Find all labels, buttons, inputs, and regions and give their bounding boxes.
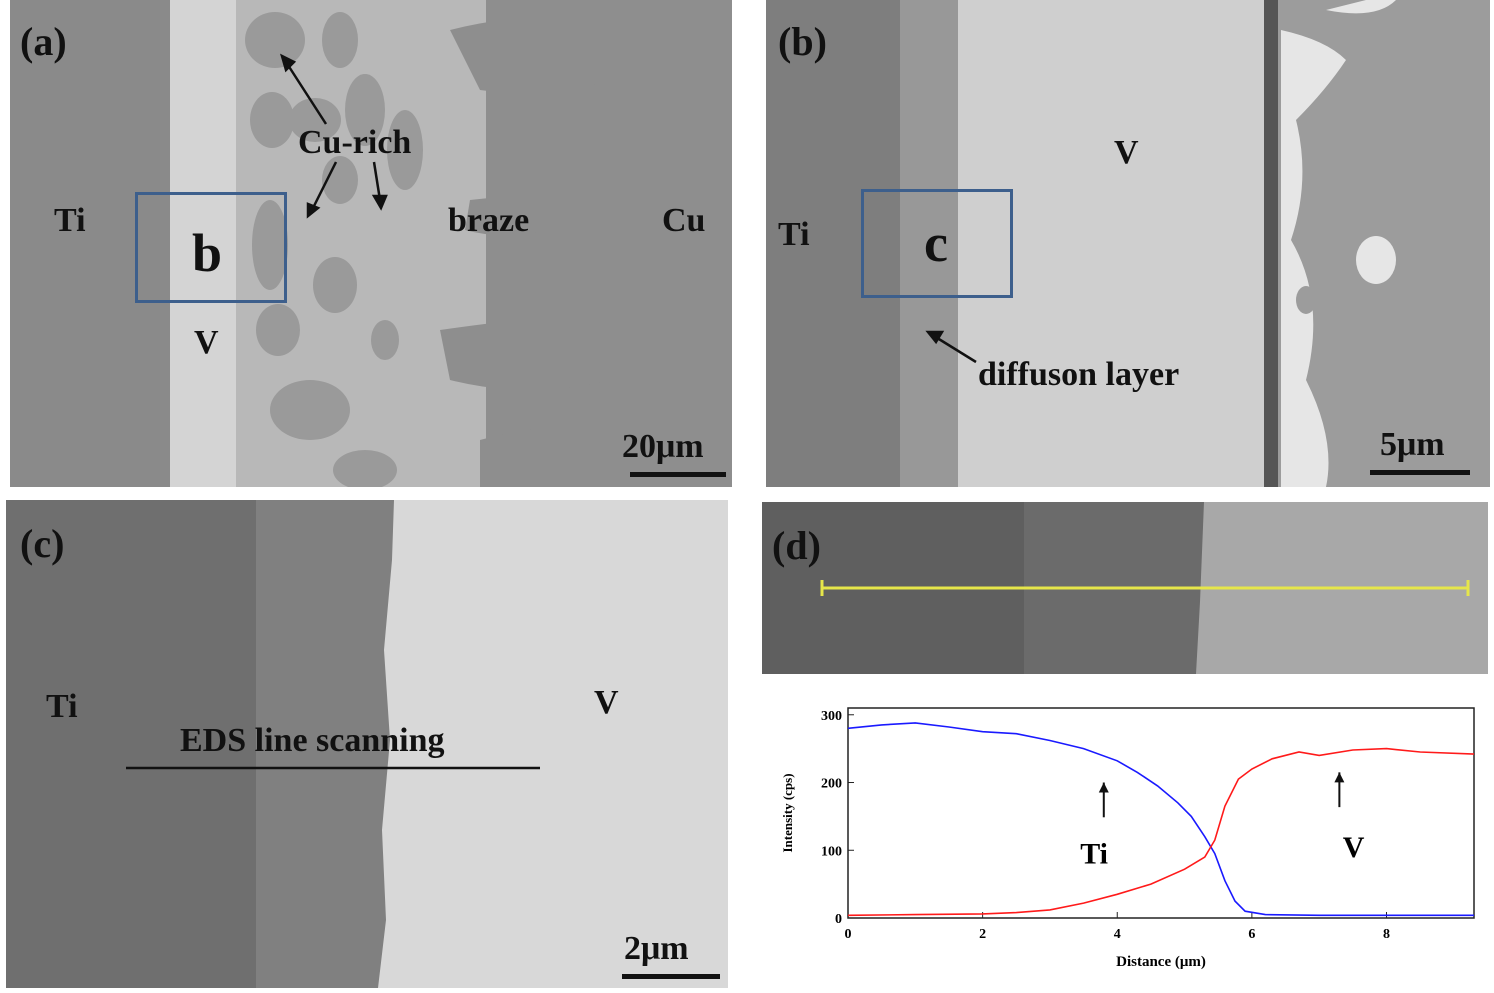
- panel-b-label: (b): [778, 19, 827, 64]
- scale-bar-b: [1370, 470, 1470, 475]
- zoom-box-b-label: b: [192, 223, 223, 283]
- x-axis-label: Distance (μm): [1116, 954, 1206, 970]
- label-v: V: [594, 684, 619, 721]
- series-line-ti: [847, 722, 1474, 917]
- y-tick-label: 0: [835, 912, 842, 927]
- eds-line-profile-chart: 0 2 4 6 8 0 100 200 300 Distance (μm) Intensity (c…: [762, 688, 1494, 988]
- scale-bar-a: [630, 472, 726, 477]
- label-v: V: [1114, 134, 1139, 171]
- y-tick-label: 300: [821, 709, 842, 724]
- x-tick-label: 6: [1248, 927, 1255, 942]
- panel-c-micrograph: [6, 500, 728, 988]
- panel-d-micrograph: [762, 502, 1488, 674]
- label-cu-rich: Cu-rich: [298, 124, 412, 161]
- x-tick-label: 0: [845, 927, 852, 942]
- x-tick-label: 4: [1114, 927, 1121, 942]
- panel-a: (a) Ti V Cu-rich braze Cu b 20μm: [10, 0, 732, 487]
- label-ti: Ti: [46, 688, 78, 725]
- label-ti: Ti: [778, 216, 810, 253]
- series-line-v: [847, 747, 1475, 917]
- plot-frame: [847, 707, 1475, 919]
- y-axis-label: Intensity (cps): [780, 773, 795, 852]
- panel-d-label: (d): [772, 523, 821, 568]
- annotation-label-v: V: [1343, 831, 1365, 864]
- panel-d: (d): [762, 502, 1488, 674]
- panel-b-micrograph: [766, 0, 1490, 487]
- panel-a-label: (a): [20, 19, 67, 64]
- label-v: V: [194, 324, 219, 361]
- panel-a-micrograph: [10, 0, 732, 487]
- annotation-arrowhead-ti: [1098, 782, 1109, 793]
- scale-bar-c: [622, 974, 720, 979]
- label-ti: Ti: [54, 202, 86, 239]
- x-tick-label: 2: [979, 927, 986, 942]
- scale-bar-label-c: 2μm: [624, 930, 689, 967]
- panel-c: (c) Ti V EDS line scanning 2μm: [6, 500, 728, 988]
- label-braze: braze: [448, 202, 530, 239]
- scale-bar-label-a: 20μm: [622, 428, 704, 465]
- panel-c-label: (c): [20, 521, 65, 566]
- label-diffusion-layer: diffuson layer: [978, 356, 1180, 393]
- label-cu: Cu: [662, 202, 706, 239]
- scale-bar-label-b: 5μm: [1380, 426, 1445, 463]
- label-eds-line-scanning: EDS line scanning: [180, 722, 445, 759]
- panel-b: (b) Ti V c diffuson layer 5μm: [766, 0, 1490, 487]
- x-tick-label: 8: [1383, 927, 1390, 942]
- y-tick-label: 200: [821, 777, 842, 792]
- annotation-label-ti: Ti: [1080, 838, 1108, 871]
- zoom-box-c-label: c: [924, 213, 948, 273]
- zoom-box-c: [861, 189, 1013, 298]
- annotation-arrowhead-v: [1334, 772, 1345, 783]
- eds-chart-svg: 0 2 4 6 8 0 100 200 300 Distance (μm) Intensity (c…: [780, 707, 1475, 970]
- zoom-box-b: [135, 192, 287, 303]
- y-tick-label: 100: [821, 844, 842, 859]
